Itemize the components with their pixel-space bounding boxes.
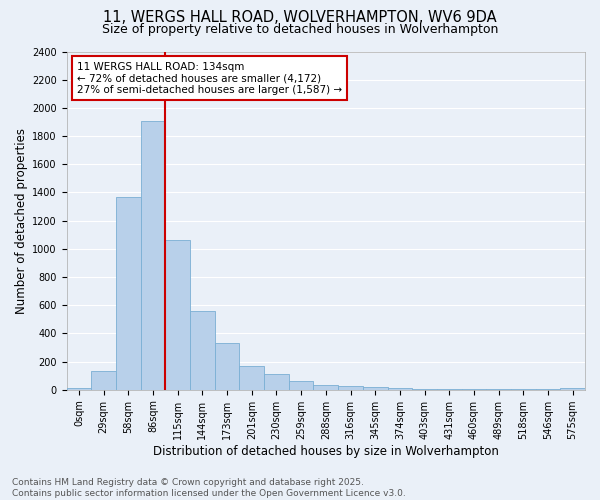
Bar xyxy=(140,120,166,390)
Bar xyxy=(190,311,215,390)
Bar xyxy=(239,366,264,390)
Bar xyxy=(338,386,363,390)
Bar xyxy=(116,196,140,390)
Bar xyxy=(560,388,585,390)
Bar xyxy=(461,389,486,390)
Text: 11 WERGS HALL ROAD: 134sqm
← 72% of detached houses are smaller (4,172)
27% of s: 11 WERGS HALL ROAD: 134sqm ← 72% of deta… xyxy=(77,62,342,95)
Bar xyxy=(437,389,461,390)
Bar xyxy=(67,388,91,390)
Y-axis label: Number of detached properties: Number of detached properties xyxy=(15,128,28,314)
Bar xyxy=(412,388,437,390)
Bar xyxy=(388,388,412,390)
Text: Size of property relative to detached houses in Wolverhampton: Size of property relative to detached ho… xyxy=(102,22,498,36)
Bar xyxy=(91,372,116,390)
Bar xyxy=(264,374,289,390)
Bar xyxy=(215,342,239,390)
Bar xyxy=(289,382,313,390)
Text: Contains HM Land Registry data © Crown copyright and database right 2025.
Contai: Contains HM Land Registry data © Crown c… xyxy=(12,478,406,498)
X-axis label: Distribution of detached houses by size in Wolverhampton: Distribution of detached houses by size … xyxy=(153,444,499,458)
Bar xyxy=(313,385,338,390)
Bar xyxy=(166,240,190,390)
Text: 11, WERGS HALL ROAD, WOLVERHAMPTON, WV6 9DA: 11, WERGS HALL ROAD, WOLVERHAMPTON, WV6 … xyxy=(103,10,497,25)
Bar xyxy=(363,387,388,390)
